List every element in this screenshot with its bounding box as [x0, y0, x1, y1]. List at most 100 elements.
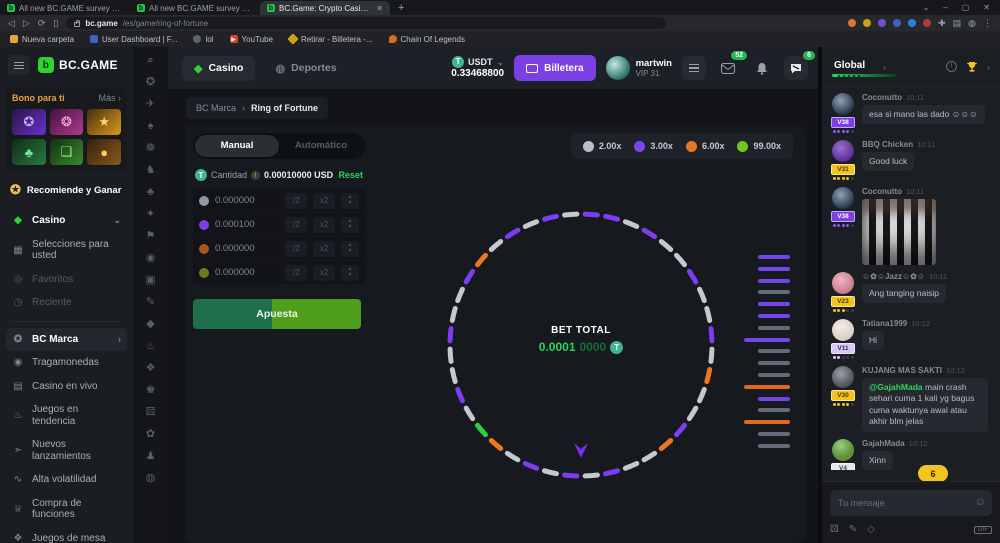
bookmark-flame[interactable]: Chain Of Legends [388, 35, 465, 44]
breadcrumb-parent[interactable]: BC Marca [196, 103, 237, 113]
bookmark-folder[interactable]: Nueva carpeta [10, 35, 74, 44]
avatar[interactable] [832, 319, 854, 341]
avatar[interactable] [832, 366, 854, 388]
balance-display[interactable]: T USDT ⌄ 0.33468800 [451, 56, 505, 79]
sidebar-item-nuevos-lanzamientos[interactable]: ➣ Nuevos lanzamientos [6, 433, 127, 468]
double-button[interactable]: x2 [313, 264, 335, 281]
sidebar-item-reciente[interactable]: ◷ Reciente [6, 291, 127, 315]
notifications-button[interactable] [750, 56, 774, 80]
roulette-bonus[interactable]: ❂ [49, 109, 84, 135]
sidebar-item-selecciones-para-usted[interactable]: ▦ Selecciones para usted [6, 233, 127, 268]
category-icon-17[interactable]: ✿ [145, 428, 156, 440]
close-icon[interactable]: ✕ [983, 3, 990, 12]
header-nav-deportes[interactable]: ◍ Deportes [263, 56, 348, 81]
dice-icon[interactable]: ⚄ [830, 524, 839, 535]
category-icon-7[interactable]: ✦ [145, 208, 156, 220]
step-down-icon[interactable]: ▼ [347, 224, 353, 230]
step-down-icon[interactable]: ▼ [347, 200, 353, 206]
sidebar-collapse-button[interactable] [8, 55, 30, 75]
avatar[interactable] [832, 187, 854, 209]
category-icon-15[interactable]: ♚ [145, 384, 156, 396]
star-bonus[interactable]: ★ [87, 109, 121, 135]
step-up-icon[interactable]: ▲ [347, 218, 353, 224]
tag-icon[interactable]: ◇ [867, 524, 875, 535]
cash-bonus[interactable]: ❑ [49, 139, 84, 165]
reading-list-icon[interactable]: ▯ [53, 17, 59, 28]
browser-tab[interactable]: b All new BC.GAME survey & feedback [130, 1, 260, 15]
step-up-icon[interactable]: ▲ [347, 242, 353, 248]
half-button[interactable]: /2 [285, 240, 307, 257]
coin-bonus[interactable]: ● [87, 139, 121, 165]
half-button[interactable]: /2 [285, 264, 307, 281]
sidebar-item-juegos-de-mesa[interactable]: ❖ Juegos de mesa [6, 527, 127, 543]
avatar[interactable] [605, 56, 630, 80]
bookmark-diamond[interactable]: Retirar - Billetera -... [287, 33, 373, 45]
sidebar-item-favoritos[interactable]: ◎ Favoritos [6, 268, 127, 292]
sidebar-item-tragamonedas[interactable]: ◉ Tragamonedas [6, 351, 127, 375]
avatar[interactable] [832, 140, 854, 162]
bookmark-dashboard[interactable]: User Dashboard | F... [90, 35, 177, 44]
quick-menu-button[interactable] [682, 56, 706, 80]
category-icon-5[interactable]: ♞ [145, 164, 156, 176]
step-down-icon[interactable]: ▼ [347, 272, 353, 278]
trophy-icon[interactable] [966, 61, 978, 73]
category-icon-11[interactable]: ✎ [145, 296, 156, 308]
browser-menu-icon[interactable]: ⋮ [983, 17, 992, 28]
half-button[interactable]: /2 [285, 216, 307, 233]
page-scrollbar[interactable] [818, 47, 822, 543]
back-icon[interactable]: ◁ [8, 17, 15, 28]
category-icon-16[interactable]: ⚄ [145, 406, 156, 418]
amount-stepper[interactable]: ▲ ▼ [341, 192, 359, 209]
sidebar-item-casino-en-vivo[interactable]: ▤ Casino en vivo [6, 375, 127, 399]
sidebar-item-juegos-en-tendencia[interactable]: ♨ Juegos en tendencia [6, 398, 127, 433]
category-icon-18[interactable]: ♟ [145, 450, 156, 462]
profile-chevron-icon[interactable]: ⌄ [922, 3, 930, 12]
bookmark-youtube[interactable]: ▶ YouTube [229, 35, 273, 44]
avatar[interactable] [832, 438, 854, 461]
spin-bonus[interactable]: ✪ [12, 109, 46, 135]
new-messages-pill[interactable]: 6 [918, 465, 948, 482]
step-up-icon[interactable]: ▲ [347, 266, 353, 272]
address-bar[interactable]: bc.game/es/game/ring-of-fortune [66, 17, 667, 29]
pen-icon[interactable]: ✎ [848, 524, 858, 535]
extension-icon[interactable] [908, 19, 917, 27]
category-icon-0[interactable]: ⌕ [147, 54, 154, 66]
extension-icon[interactable] [893, 19, 902, 27]
gem-bonus[interactable]: ♣ [12, 139, 46, 165]
sidebar-item-compra-de-funciones[interactable]: ♕ Compra de funciones [6, 492, 127, 527]
wallet-button[interactable]: Billetera [514, 55, 596, 81]
browser-tab[interactable]: b BC.Game: Crypto Casino Games & ✕ [260, 1, 390, 15]
inbox-button[interactable]: 52 [716, 51, 747, 80]
category-icon-14[interactable]: ❖ [145, 362, 156, 374]
category-icon-2[interactable]: ✈ [145, 98, 156, 110]
chat-collapse-icon[interactable]: › [987, 61, 990, 72]
category-icon-10[interactable]: ▣ [145, 274, 156, 286]
tab-manual[interactable]: Manual [195, 135, 279, 157]
bookmark-globe[interactable]: lol [193, 35, 214, 44]
category-icon-6[interactable]: ♣ [146, 186, 155, 198]
category-icon-12[interactable]: ◆ [146, 318, 155, 330]
header-nav-casino[interactable]: ◆ Casino [182, 55, 256, 81]
half-button[interactable]: /2 [285, 192, 307, 209]
channel-chevron-icon[interactable]: › [883, 61, 887, 72]
user-profile[interactable]: martwin VIP 31 [605, 56, 672, 80]
category-icon-8[interactable]: ⚑ [145, 230, 156, 242]
sidebar-item-alta-volatilidad[interactable]: ∿ Alta volatilidad [6, 468, 127, 492]
amount-stepper[interactable]: ▲ ▼ [341, 264, 359, 281]
extension-icon[interactable] [863, 19, 872, 27]
extensions-menu-icon[interactable]: ✚ [938, 17, 946, 28]
chat-toggle-button[interactable]: 6 [784, 51, 815, 80]
profile-icon[interactable]: ◍ [968, 17, 976, 28]
avatar[interactable] [832, 93, 854, 115]
step-down-icon[interactable]: ▼ [347, 248, 353, 254]
currency-dropdown-icon[interactable]: ⌄ [496, 56, 505, 67]
browser-tab[interactable]: b All new BC.GAME survey & feedback [0, 1, 130, 15]
message-input[interactable] [830, 490, 992, 516]
amount-stepper[interactable]: ▲ ▼ [341, 240, 359, 257]
category-icon-9[interactable]: ◉ [145, 252, 156, 264]
chat-image[interactable] [862, 199, 936, 265]
category-icon-13[interactable]: ♨ [145, 340, 156, 352]
extension-icon[interactable] [878, 19, 887, 27]
minimize-icon[interactable]: – [943, 3, 948, 12]
chat-channel-tab[interactable]: Global [832, 56, 896, 77]
